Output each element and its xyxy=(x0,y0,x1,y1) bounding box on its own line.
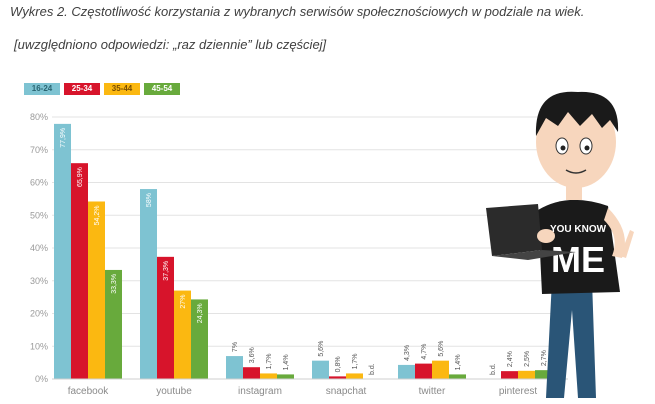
bar-facebook-25-34 xyxy=(71,163,88,379)
mascot-hand xyxy=(537,229,555,243)
mascot-pupil-right xyxy=(584,145,590,151)
y-tick-label: 40% xyxy=(30,243,48,253)
data-label: b.d. xyxy=(369,363,376,375)
bar-snapchat-25-34 xyxy=(329,376,346,379)
data-label: 37,3% xyxy=(163,261,170,281)
y-tick-label: 50% xyxy=(30,210,48,220)
data-label: 4,7% xyxy=(421,344,428,360)
mascot-mouth xyxy=(565,169,587,174)
bar-snapchat-35-44 xyxy=(346,373,363,379)
data-label: 5,6% xyxy=(438,341,445,357)
data-label: 5,6% xyxy=(318,341,325,357)
bar-twitter-35-44 xyxy=(432,360,449,379)
bar-instagram-16-24 xyxy=(226,356,243,379)
data-label: 2,4% xyxy=(507,351,514,367)
data-label: 1,4% xyxy=(455,354,462,370)
bar-facebook-45-54 xyxy=(105,269,122,379)
mascot-neck xyxy=(566,184,582,200)
mascot-finger xyxy=(620,230,634,258)
legend-item-45-54: 45-54 xyxy=(144,83,180,95)
shirt-text-top: YOU KNOW xyxy=(550,224,607,235)
y-tick-label: 10% xyxy=(30,341,48,351)
x-tick-label: pinterest xyxy=(499,386,538,397)
x-tick-label: instagram xyxy=(238,386,282,397)
data-label: 4,3% xyxy=(404,345,411,361)
bar-youtube-25-34 xyxy=(157,256,174,379)
data-label: 27% xyxy=(180,295,187,309)
bar-pinterest-35-44 xyxy=(518,370,535,379)
laptop-icon xyxy=(486,204,542,256)
bar-twitter-25-34 xyxy=(415,363,432,379)
mascot-arm xyxy=(604,208,625,258)
bar-snapchat-16-24 xyxy=(312,360,329,379)
legend-item-25-34: 25-34 xyxy=(64,83,100,95)
data-label: 1,7% xyxy=(266,353,273,369)
mascot-pupil-left xyxy=(560,145,566,151)
bar-twitter-16-24 xyxy=(398,364,415,379)
bar-youtube-45-54 xyxy=(191,299,208,379)
legend: 16-24 25-34 35-44 45-54 xyxy=(24,83,180,95)
bar-pinterest-25-34 xyxy=(501,371,518,379)
mascot-shirt xyxy=(538,199,620,294)
y-tick-label: 80% xyxy=(30,112,48,122)
y-tick-label: 30% xyxy=(30,276,48,286)
data-label: 65,9% xyxy=(77,167,84,187)
data-label: 2,5% xyxy=(524,351,531,367)
data-label: 1,7% xyxy=(352,353,359,369)
legend-item-16-24: 16-24 xyxy=(24,83,60,95)
data-label: 1,4% xyxy=(283,354,290,370)
data-label: 54,2% xyxy=(94,205,101,225)
data-label: b.d. xyxy=(490,363,497,375)
shirt-text-bottom: ME xyxy=(551,239,605,280)
data-label: 0,8% xyxy=(335,356,342,372)
mascot-hair xyxy=(535,91,619,136)
legend-item-35-44: 35-44 xyxy=(104,83,140,95)
x-tick-label: snapchat xyxy=(326,386,367,397)
bar-youtube-35-44 xyxy=(174,290,191,379)
chart-subtitle: [uwzględniono odpowiedzi: „raz dziennie”… xyxy=(14,37,327,52)
data-label: 2,7% xyxy=(541,350,548,366)
bar-pinterest-45-54 xyxy=(535,370,552,379)
data-label: 58% xyxy=(146,193,153,207)
mascot-illustration: YOU KNOW ME xyxy=(486,91,634,398)
bar-twitter-45-54 xyxy=(449,374,466,379)
bar-instagram-45-54 xyxy=(277,374,294,379)
x-tick-label: facebook xyxy=(68,386,110,397)
data-label: 24,3% xyxy=(197,303,204,323)
mascot-legs xyxy=(546,280,596,398)
bar-youtube-16-24 xyxy=(140,189,157,379)
bar-facebook-35-44 xyxy=(88,201,105,379)
bar-instagram-35-44 xyxy=(260,373,277,379)
chart-title: Wykres 2. Częstotliwość korzystania z wy… xyxy=(10,4,585,19)
bar-instagram-25-34 xyxy=(243,367,260,379)
data-label: 33,3% xyxy=(111,274,118,294)
x-tick-label: twitter xyxy=(419,386,446,397)
y-tick-label: 60% xyxy=(30,178,48,188)
data-label: 7% xyxy=(232,342,239,352)
y-tick-label: 0% xyxy=(35,374,48,384)
y-tick-label: 70% xyxy=(30,145,48,155)
y-tick-label: 20% xyxy=(30,309,48,319)
data-label: 77,9% xyxy=(60,128,67,148)
x-tick-label: youtube xyxy=(156,386,192,397)
laptop-base xyxy=(492,250,576,260)
data-label: 3,6% xyxy=(249,347,256,363)
bar-facebook-16-24 xyxy=(54,123,71,379)
